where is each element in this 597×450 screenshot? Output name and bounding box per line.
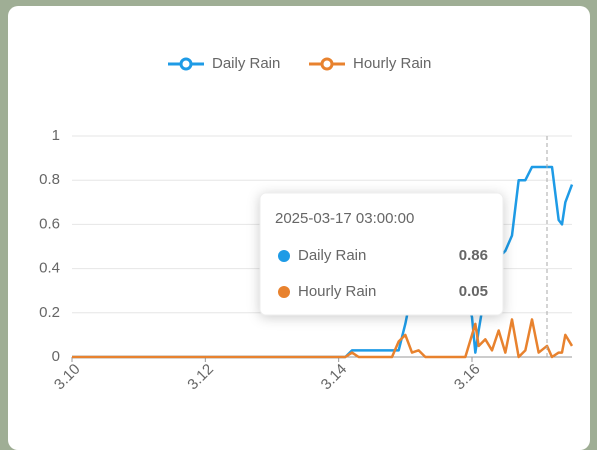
y-tick-label: 0 — [52, 348, 60, 365]
tooltip-value: 0.86 — [459, 247, 488, 264]
y-tick-label: 1 — [52, 127, 60, 144]
y-tick-label: 0.8 — [39, 171, 60, 188]
x-tick-label: 3.16 — [451, 361, 484, 394]
tooltip-marker — [278, 250, 290, 262]
x-tick-label: 3.14 — [318, 361, 351, 394]
tooltip-value: 0.05 — [459, 283, 488, 300]
tooltip-title: 2025-03-17 03:00:00 — [275, 210, 414, 227]
page: {"chart_data": {"type": "line", "x": [10… — [0, 0, 597, 450]
series-line — [72, 319, 572, 357]
tooltip-name: Daily Rain — [298, 247, 366, 264]
y-tick-label: 0.4 — [39, 260, 60, 277]
y-tick-label: 0.2 — [39, 304, 60, 321]
y-tick-label: 0.6 — [39, 215, 60, 232]
tooltip-name: Hourly Rain — [298, 283, 376, 300]
legend-marker — [181, 59, 191, 69]
x-tick-label: 3.10 — [51, 361, 84, 394]
legend-label: Daily Rain — [212, 55, 280, 72]
tooltip-marker — [278, 286, 290, 298]
legend-marker — [322, 59, 332, 69]
x-tick-label: 3.12 — [184, 361, 217, 394]
chart: 0 0.2 0.4 0.6 0.8 1 3.10 3.12 3.14 3.16 Daily Rain… — [0, 0, 597, 450]
legend-label: Hourly Rain — [353, 55, 431, 72]
